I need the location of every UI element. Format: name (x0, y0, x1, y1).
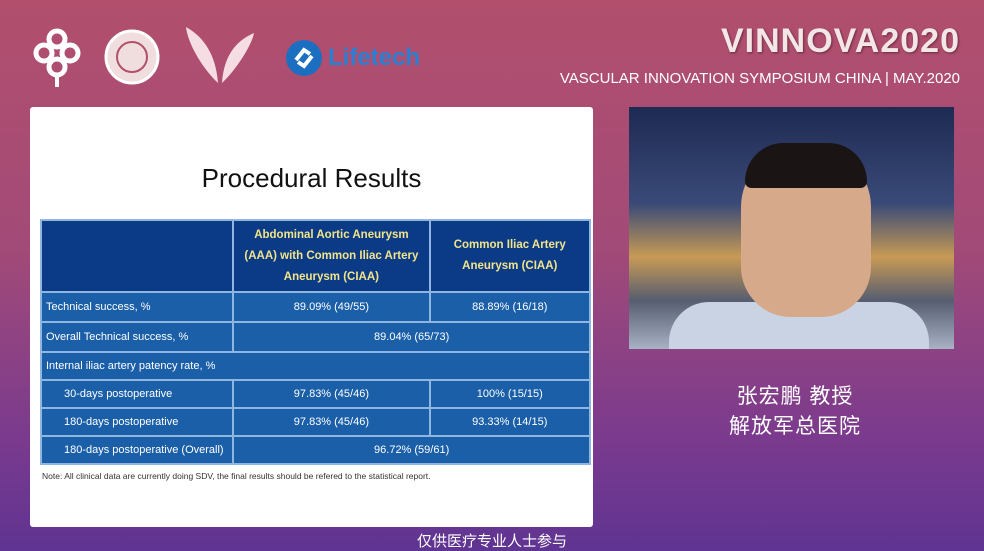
table-row: 180-days postoperative 97.83% (45/46) 93.3… (39, 407, 591, 437)
row-label: Internal iliac artery patency rate, % (40, 351, 591, 381)
header-cell: Abdominal Aortic Aneurysm (AAA) with Com… (232, 219, 431, 293)
slide-note: Note: All clinical data are currently do… (42, 471, 431, 481)
cell: 89.04% (65/73) (232, 321, 591, 353)
row-label: Overall Technical success, % (39, 321, 235, 353)
presentation-slide: Procedural Results Abdominal Aortic Aneu… (30, 107, 593, 527)
row-label: 30-days postoperative (39, 379, 235, 409)
logo-seal (104, 25, 160, 87)
table-row: Internal iliac artery patency rate, % (40, 351, 591, 381)
header-cell: Common Iliac Artery Aneurysm (CIAA) (428, 219, 591, 293)
row-label: 180-days postoperative (Overall) (39, 435, 235, 465)
event-tagline: VASCULAR INNOVATION SYMPOSIUM CHINA | MA… (559, 70, 960, 87)
table-row: 180-days postoperative (Overall) 96.72% (… (39, 435, 591, 465)
table-row: Technical success, % 89.09% (49/55) 88.89%… (39, 291, 591, 323)
logo-knot (32, 25, 82, 87)
table-header-row: Abdominal Aortic Aneurysm (AAA) with Com… (39, 219, 591, 293)
results-table: Abdominal Aortic Aneurysm (AAA) with Com… (39, 219, 591, 465)
slide-title: Procedural Results (201, 163, 422, 193)
cell: 88.89% (16/18) (428, 291, 591, 323)
cell: 100% (15/15) (428, 379, 591, 409)
table-row: Overall Technical success, % 89.04% (65/7… (39, 321, 591, 353)
logo-wings (184, 25, 256, 87)
speaker-video (629, 107, 954, 349)
speaker-name: 张宏鹏 教授 (736, 385, 854, 408)
speaker-hospital: 解放军总医院 (729, 415, 861, 438)
event-brand: VINNOVA2020 (720, 22, 960, 60)
cell: 97.83% (45/46) (232, 379, 431, 409)
cell: 93.33% (14/15) (428, 407, 591, 437)
row-label: Technical success, % (39, 291, 235, 323)
cell: 97.83% (45/46) (232, 407, 431, 437)
cell: 96.72% (59/61) (232, 435, 591, 465)
table-row: 30-days postoperative 97.83% (45/46) 100% … (39, 379, 591, 409)
logo-lifetech: Lifetech (284, 38, 444, 78)
speaker-hair (745, 143, 867, 188)
subtitle-caption: 仅供医疗专业人士参与 (416, 533, 567, 550)
row-label: 180-days postoperative (39, 407, 235, 437)
header-cell (39, 219, 235, 293)
cell: 89.09% (49/55) (232, 291, 431, 323)
lifetech-wordmark: Lifetech (328, 44, 421, 71)
